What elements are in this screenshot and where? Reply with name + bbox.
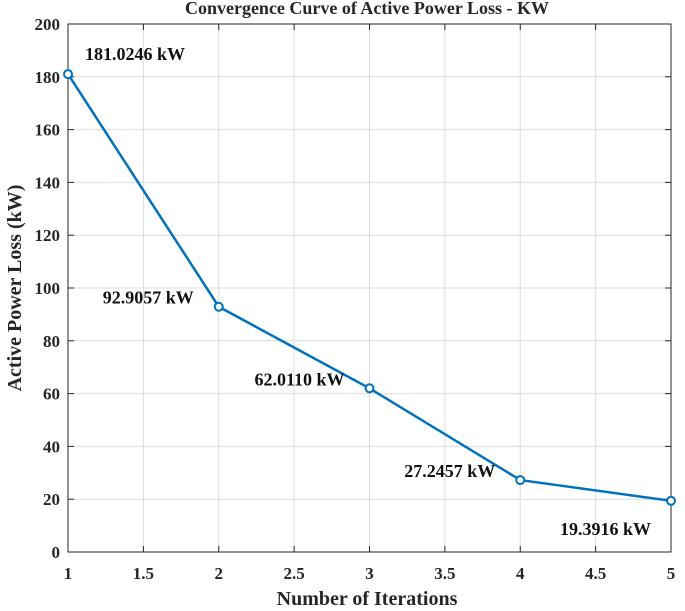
- y-tick-label: 0: [52, 543, 61, 562]
- series-layer: [63, 69, 676, 506]
- data-point: [666, 495, 676, 506]
- data-label: 27.2457 kW: [404, 461, 495, 481]
- y-tick-label: 200: [35, 15, 61, 34]
- x-tick-label: 5: [667, 564, 676, 583]
- data-point: [63, 69, 73, 80]
- y-tick-label: 40: [43, 437, 60, 456]
- data-label: 19.3916 kW: [560, 519, 651, 539]
- x-tick-label: 2.5: [284, 564, 305, 583]
- y-tick-label: 20: [43, 490, 60, 509]
- data-label: 92.9057 kW: [103, 288, 194, 308]
- y-tick-label: 160: [35, 121, 61, 140]
- x-tick-label: 1.5: [133, 564, 154, 583]
- y-tick-label: 100: [35, 279, 61, 298]
- x-tick-label: 3.5: [434, 564, 455, 583]
- chart-title: Convergence Curve of Active Power Loss -…: [185, 0, 549, 18]
- data-point: [213, 301, 224, 312]
- y-tick-label: 180: [35, 68, 61, 87]
- x-tick-label: 4: [516, 564, 525, 583]
- x-axis-label: Number of Iterations: [277, 588, 458, 610]
- y-tick-label: 60: [43, 385, 60, 404]
- data-point: [364, 383, 375, 394]
- data-label: 62.0110 kW: [254, 369, 344, 389]
- x-tick-label: 3: [365, 564, 374, 583]
- x-tick-label: 1: [64, 564, 73, 583]
- y-axis-label: Active Power Loss (kW): [4, 185, 26, 392]
- y-tick-label: 80: [43, 332, 60, 351]
- axis-ticks: 1 1.5 2 2.5 3 3.5 4 4.5 5 0 20 40 60 80 100 120 140 160 18…: [35, 15, 676, 583]
- grid: [67, 23, 672, 553]
- y-tick-label: 140: [35, 173, 61, 192]
- data-label-layer: 181.0246 kW 92.9057 kW 62.0110 kW 27.2457 k…: [85, 44, 651, 539]
- data-label: 181.0246 kW: [85, 44, 185, 64]
- x-tick-label: 2: [215, 564, 224, 583]
- x-tick-label: 4.5: [585, 564, 606, 583]
- y-tick-label: 120: [35, 226, 61, 245]
- data-point: [515, 475, 526, 486]
